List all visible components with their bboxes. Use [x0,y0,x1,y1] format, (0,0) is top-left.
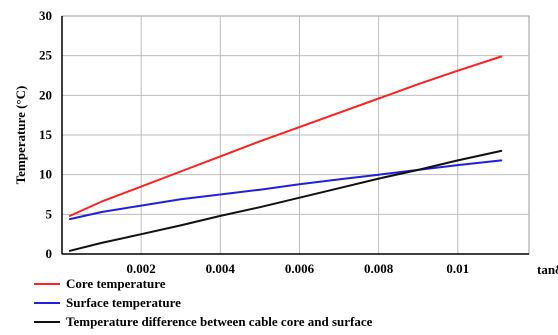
x-tick-label: 0.008 [364,261,394,276]
x-tick-label: 0.01 [446,261,469,276]
legend-swatch-difference [34,320,60,323]
y-tick-label: 10 [39,167,52,182]
x-axis-tick-labels: 0.002 0.004 0.006 0.008 0.01 [127,261,470,276]
gridlines [62,16,529,254]
series-lines [68,55,503,252]
legend: Core temperature Surface temperature Tem… [34,274,372,331]
legend-label-difference: Temperature difference between cable cor… [66,313,373,329]
y-tick-label: 0 [46,246,53,261]
legend-item-difference: Temperature difference between cable cor… [34,312,372,331]
axes [61,16,529,255]
y-tick-label: 15 [39,127,53,142]
series-line-core-temperature [68,55,503,217]
legend-label-surface: Surface temperature [66,294,181,310]
legend-swatch-surface [34,301,60,304]
y-tick-label: 25 [39,48,53,63]
x-tick-label: 0.006 [285,261,315,276]
x-tick-label: 0.004 [206,261,236,276]
legend-item-core: Core temperature [34,274,372,293]
y-axis-label: Temperature (°C) [13,86,28,185]
legend-swatch-core [34,282,60,285]
y-tick-label: 20 [39,87,52,102]
legend-item-surface: Surface temperature [34,293,372,312]
y-axis-tick-labels: 0 5 10 15 20 25 30 [39,8,53,261]
legend-label-core: Core temperature [66,275,166,291]
x-tick-label: 0.002 [127,261,156,276]
y-tick-label: 5 [46,206,53,221]
x-axis-label: tanδ [537,262,558,277]
y-tick-label: 30 [39,8,52,23]
series-line-temperature-difference [68,149,503,252]
